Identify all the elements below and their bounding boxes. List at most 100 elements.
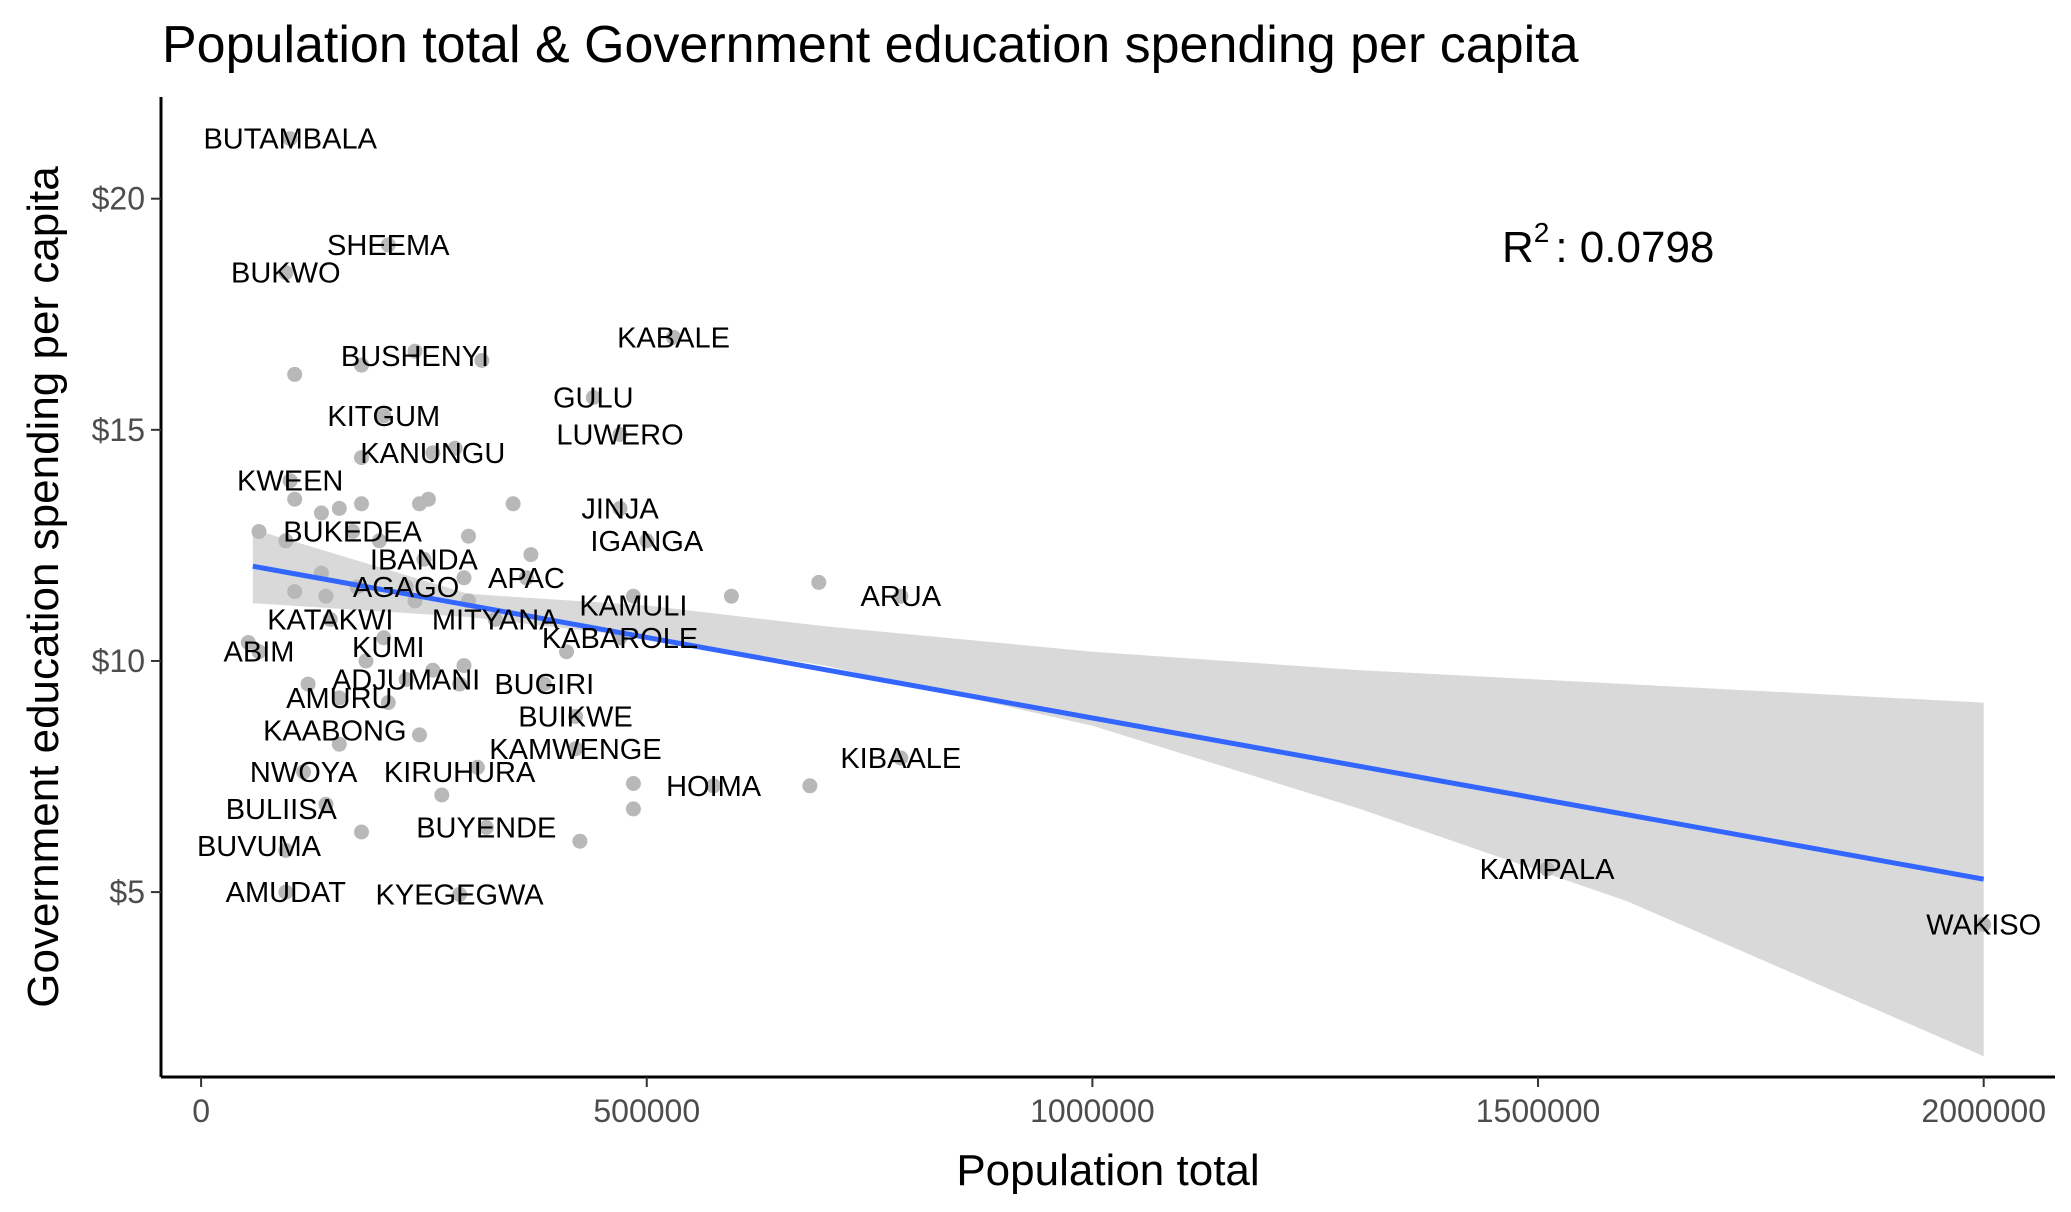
data-point [331,690,347,706]
data-point [505,496,521,512]
data-point [296,764,312,780]
data-point [300,676,316,692]
point-label: WAKISO [1926,910,2041,942]
data-point [666,329,681,345]
point-label: KYEGEGWA [376,879,545,911]
data-point [371,533,387,549]
data-point [354,450,369,466]
x-tick-label: 0 [192,1093,210,1129]
data-point [518,570,534,586]
point-label: ARUA [861,581,942,613]
point-label: LUWERO [556,420,683,452]
data-point [461,528,476,544]
data-point [568,708,583,724]
data-point [278,884,294,900]
r-squared-label: R [1502,223,1534,272]
point-label: KATAKWI [267,604,393,636]
data-point [287,366,303,382]
data-point [625,776,641,791]
data-point [420,491,436,507]
point-label: ADJUMANI [332,665,480,697]
data-point [625,588,641,604]
point-label: IGANGA [590,526,703,558]
data-point [380,695,396,711]
data-point [478,819,494,835]
x-tick-label: 1500000 [1476,1093,1601,1129]
y-tick-label: $15 [92,412,145,448]
data-point [354,496,369,512]
point-label: HOIMA [666,771,762,803]
point-label: AGAGO [353,572,459,604]
chart-title: Population total & Government education … [162,16,1579,74]
points-layer [240,131,1992,932]
y-tick-label: $5 [109,874,145,910]
point-label: NWOYA [250,757,358,789]
data-point [1976,917,1992,932]
data-point [278,843,294,858]
data-point [585,390,601,405]
data-point [452,676,468,692]
data-point [425,662,441,678]
x-tick-label: 2000000 [1921,1093,2046,1129]
point-label: BUGIRI [494,669,594,701]
point-label: KABALE [617,322,730,354]
data-point [487,611,503,627]
point-label: BUIKWE [518,701,632,733]
regression-line [252,563,1985,882]
data-point [568,741,583,757]
data-point [345,524,361,539]
data-point [416,551,432,567]
data-point [278,265,294,281]
point-label: KANUNGU [360,438,505,470]
data-point [425,445,441,461]
data-point [612,500,628,516]
point-label: AMUDAT [226,877,347,909]
data-point [434,787,450,803]
data-point [412,727,427,743]
data-point [240,635,256,650]
data-point [287,584,303,600]
point-label: BULIISA [226,794,338,826]
data-point [358,653,374,669]
data-point [893,588,909,604]
y-tick-label: $20 [92,181,145,217]
data-point [287,491,303,507]
point-label: KIRUHURA [384,757,536,789]
point-label: AMURU [286,683,392,715]
data-point [447,440,463,456]
data-point [723,588,739,604]
data-point [398,672,414,687]
data-point [354,824,369,840]
data-point [251,524,267,539]
data-point [612,427,628,442]
data-point [313,505,329,521]
data-point [802,778,818,794]
data-point [456,570,472,586]
data-point [706,778,722,794]
data-point [639,533,655,549]
data-point [380,237,396,253]
point-label: GULU [553,383,634,415]
data-point [572,833,588,849]
point-label: SHEEMA [327,230,450,262]
x-tick-label: 500000 [593,1093,700,1129]
data-point [282,131,298,147]
x-axis-title: Population total [956,1146,1259,1195]
point-label: KUMI [352,632,425,664]
data-point [278,533,294,549]
point-label: KAMULI [579,591,687,623]
data-point [456,658,472,674]
point-label: BUKEDEA [283,517,422,549]
point-label: JINJA [581,493,659,525]
data-point [376,630,392,646]
point-label: BUTAMBALA [203,124,377,156]
data-point [474,353,490,368]
data-point [318,796,334,812]
point-label: ABIM [224,637,295,669]
data-point [469,759,485,775]
data-point [1539,861,1555,877]
data-point [559,644,574,660]
